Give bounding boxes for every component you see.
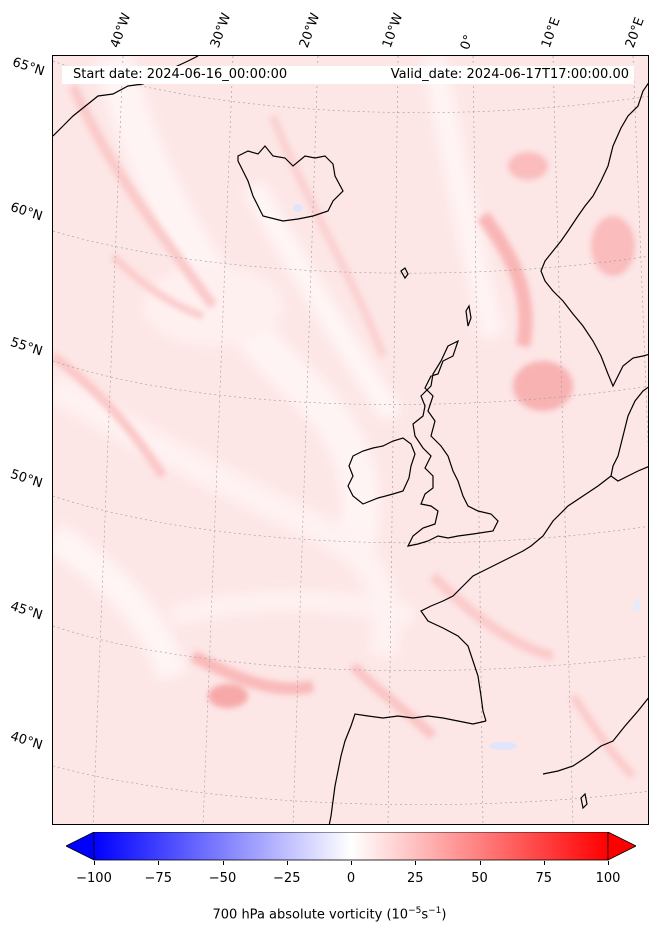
- colorbar-tick-mark: [608, 861, 609, 865]
- colorbar-tick-mark: [94, 861, 95, 865]
- lon-label-0: 0°: [457, 32, 478, 52]
- lon-label-30w: 30°W: [207, 11, 235, 50]
- lat-label-45n: 45°N: [8, 599, 45, 624]
- lat-label-50n: 50°N: [8, 467, 45, 492]
- colorbar-label-prefix: 700 hPa absolute vorticity (10: [212, 907, 409, 923]
- colorbar-label-exp1: −5: [408, 906, 422, 916]
- vorticity-field: [53, 56, 648, 824]
- colorbar-tick-mark: [543, 861, 545, 865]
- colorbar-tick-label: 25: [406, 871, 424, 886]
- coast-faroes: [400, 267, 409, 280]
- map-frame: [52, 55, 649, 825]
- start-date-label: Start date: 2024-06-16_00:00:00: [73, 67, 288, 82]
- lat-label-55n: 55°N: [8, 335, 45, 360]
- negative-vorticity-patches: [293, 204, 641, 750]
- colorbar-tick-mark: [222, 861, 224, 865]
- colorbar-tick-mark: [158, 861, 160, 865]
- coast-great-britain: [406, 339, 499, 547]
- colorbar: [65, 831, 637, 862]
- coastlines: [53, 56, 648, 824]
- colorbar-tick-mark: [479, 861, 481, 865]
- valid-date-label: Valid_date: 2024-06-17T17:00:00.00: [390, 67, 629, 82]
- colorbar-label-unit: s: [421, 907, 429, 923]
- colorbar-min-extend: [65, 831, 95, 861]
- colorbar-tick-label: −75: [144, 871, 172, 886]
- header-strip: [62, 66, 634, 84]
- vorticity-light-bands: [53, 56, 505, 681]
- lat-label-65n: 65°N: [10, 55, 47, 80]
- colorbar-label-suffix: ): [441, 907, 447, 923]
- colorbar-tick-mark: [351, 861, 352, 865]
- colorbar-tick-mark: [415, 861, 417, 865]
- colorbar-svg: [65, 831, 637, 861]
- coast-denmark: [610, 386, 648, 482]
- lat-label-60n: 60°N: [8, 200, 45, 225]
- coast-mediterranean: [542, 697, 648, 775]
- coast-scandinavia: [540, 82, 648, 388]
- colorbar-label-exp2: −1: [428, 906, 442, 916]
- colorbar-tick-mark: [286, 861, 288, 865]
- colorbar-tick-label: −50: [208, 871, 237, 886]
- colorbar-tick-label: 75: [535, 871, 553, 886]
- colorbar-tick-label: 50: [471, 871, 488, 886]
- colorbar-tick-label: −100: [76, 871, 112, 886]
- lon-label-40w: 40°W: [107, 11, 135, 50]
- vorticity-dark-bands: [53, 83, 636, 779]
- colorbar-max-extend: [607, 831, 637, 861]
- coast-iberia: [328, 713, 487, 824]
- coast-shetland: [465, 304, 472, 327]
- colorbar-tick-label: −25: [273, 871, 301, 886]
- colorbar-tick-label: 0: [346, 871, 356, 886]
- coast-corsica: [580, 792, 588, 810]
- lon-label-20e: 20°E: [622, 15, 648, 51]
- lon-label-10e: 10°E: [538, 15, 564, 51]
- colorbar-label: 700 hPa absolute vorticity (10−5s−1): [0, 906, 659, 922]
- lat-label-40n: 40°N: [8, 729, 45, 754]
- lon-label-20w: 20°W: [296, 11, 324, 50]
- coast-iceland: [237, 145, 344, 222]
- colorbar-tick-label: 100: [595, 871, 621, 886]
- lon-label-10w: 10°W: [379, 11, 407, 50]
- coast-ireland: [347, 437, 416, 505]
- coast-continent: [420, 475, 612, 722]
- colorbar-gradient: [93, 831, 609, 861]
